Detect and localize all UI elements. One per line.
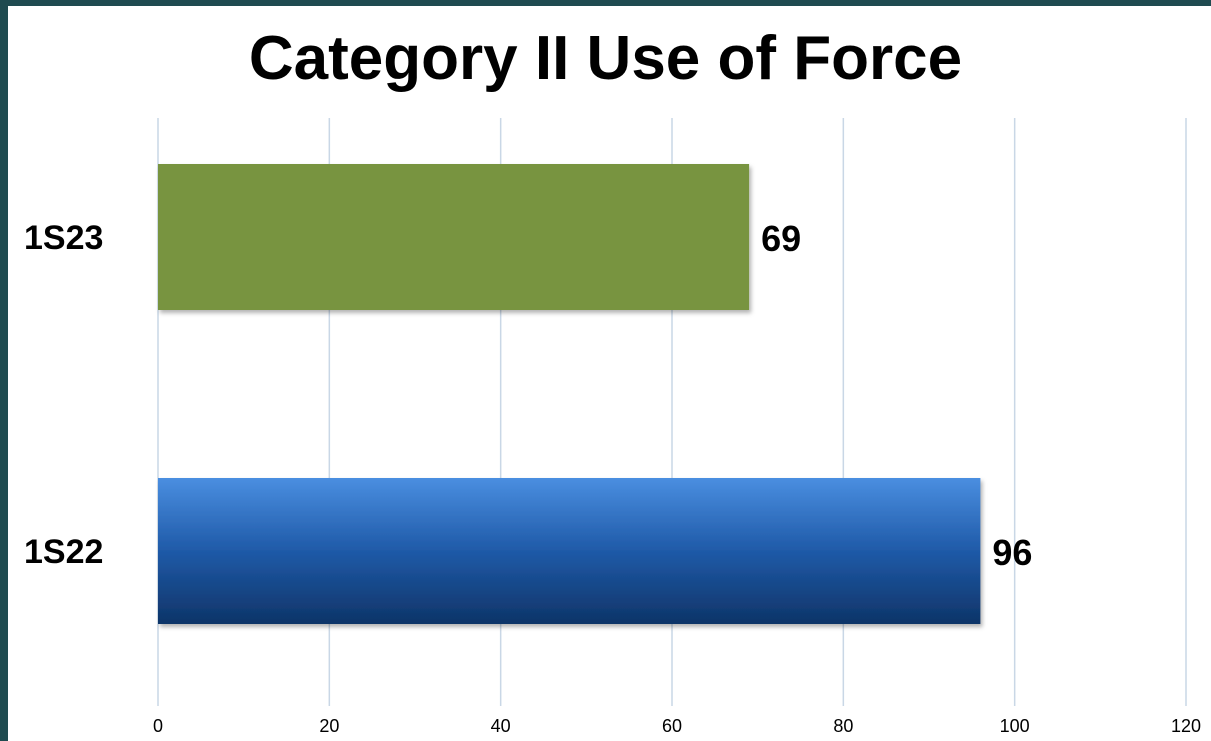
x-tick-label: 60 (662, 716, 682, 736)
data-label: 69 (761, 218, 801, 259)
x-tick-label: 0 (153, 716, 163, 736)
x-tick-label: 80 (833, 716, 853, 736)
x-tick-label: 20 (319, 716, 339, 736)
labels: 0 20 40 60 80 100 120 1S23 69 1S22 96 (24, 218, 1201, 736)
x-tick-label: 100 (1000, 716, 1030, 736)
x-tick-label: 40 (491, 716, 511, 736)
category-label: 1S22 (24, 533, 103, 571)
chart-title: Category II Use of Force (248, 24, 963, 93)
data-label: 96 (992, 532, 1032, 573)
category-label: 1S23 (24, 219, 103, 257)
bar-1s23 (158, 164, 750, 310)
bar-1s22 (158, 478, 981, 624)
x-tick-label: 120 (1171, 716, 1201, 736)
bars (158, 164, 981, 624)
